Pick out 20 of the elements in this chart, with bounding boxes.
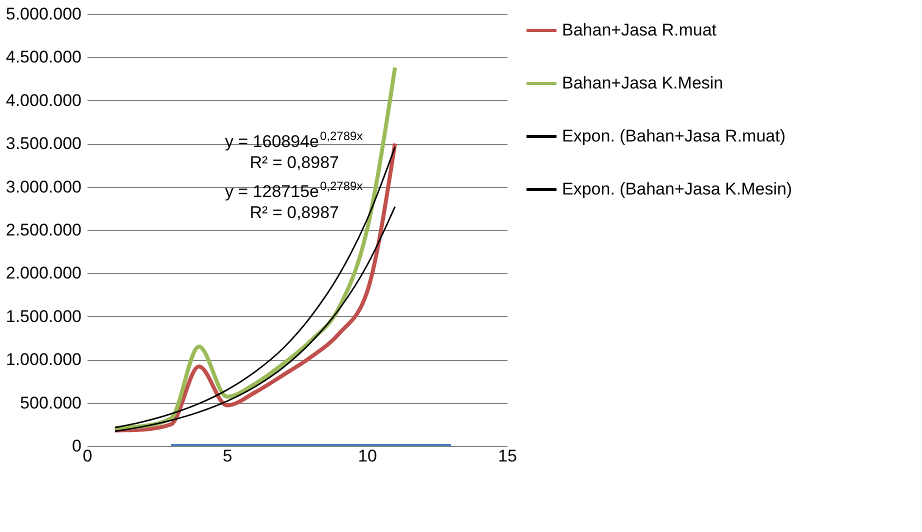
y-tick-label: 1.000.000	[6, 350, 82, 370]
x-tick-label: 15	[498, 446, 517, 466]
legend-label: Expon. (Bahan+Jasa K.Mesin)	[562, 180, 792, 198]
legend-label: Expon. (Bahan+Jasa R.muat)	[562, 126, 786, 146]
line-series	[114, 206, 396, 432]
legend-label: Bahan+Jasa R.muat	[562, 20, 717, 40]
y-tick-label: 4.000.000	[6, 90, 82, 110]
annotation: R² = 0,8987	[250, 203, 339, 222]
y-tick-label: 3.000.000	[6, 177, 82, 196]
x-tick-label: 10	[358, 446, 377, 466]
annotation: R² = 0,8987	[250, 153, 339, 172]
y-tick-label: 3.500.000	[6, 134, 82, 154]
y-tick-label: 1.500.000	[6, 306, 82, 326]
y-tick-label: 500.000	[20, 393, 82, 412]
y-tick-label: 5.000.000	[6, 4, 82, 24]
y-tick-label: 2.000.000	[6, 264, 82, 283]
y-tick-label: 2.500.000	[6, 220, 82, 240]
x-tick-label: 5	[222, 446, 232, 466]
y-tick-label: 4.500.000	[6, 48, 82, 67]
legend-label: Bahan+Jasa K.Mesin	[562, 74, 724, 92]
